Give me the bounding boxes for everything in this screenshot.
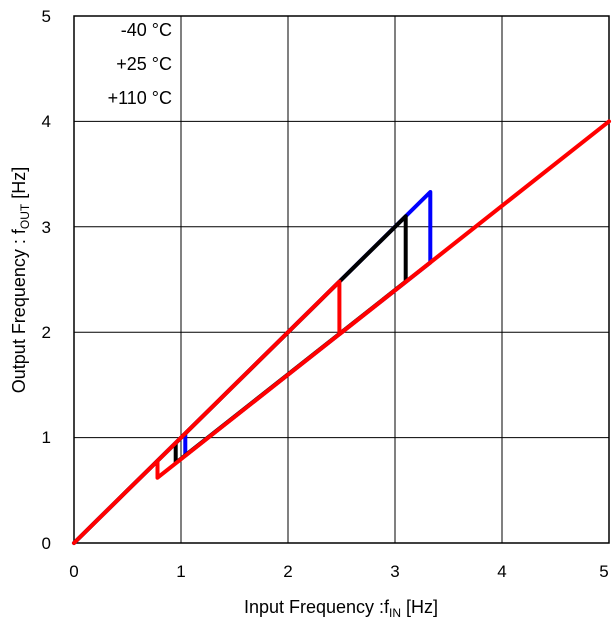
legend: -40 °C +25 °C +110 °C xyxy=(108,20,172,108)
x-tick-label: 3 xyxy=(390,562,399,581)
y-tick-label: 2 xyxy=(42,323,51,342)
x-tick-label: 5 xyxy=(599,562,608,581)
y-tick-label: 5 xyxy=(42,7,51,26)
x-tick-label: 1 xyxy=(176,562,185,581)
series-line-2 xyxy=(72,119,611,545)
x-tick-label: 4 xyxy=(497,562,506,581)
series-layer xyxy=(72,119,611,545)
y-tick-labels: 0 1 2 3 4 5 xyxy=(42,7,51,553)
plot-frame xyxy=(73,15,610,544)
legend-entry-minus40: -40 °C xyxy=(121,20,172,40)
legend-entry-plus25: +25 °C xyxy=(116,54,172,74)
legend-entry-plus110: +110 °C xyxy=(108,88,172,108)
y-tick-label: 0 xyxy=(42,534,51,553)
x-tick-labels: 0 1 2 3 4 5 xyxy=(69,562,608,581)
y-axis-title: Output Frequency : fOUT [Hz] xyxy=(9,167,32,393)
y-tick-label: 3 xyxy=(42,218,51,237)
y-tick-label: 4 xyxy=(42,112,51,131)
y-tick-label: 1 xyxy=(42,428,51,447)
x-tick-label: 0 xyxy=(69,562,78,581)
x-axis-title: Input Frequency :fIN [Hz] xyxy=(244,597,438,620)
x-tick-label: 2 xyxy=(283,562,292,581)
